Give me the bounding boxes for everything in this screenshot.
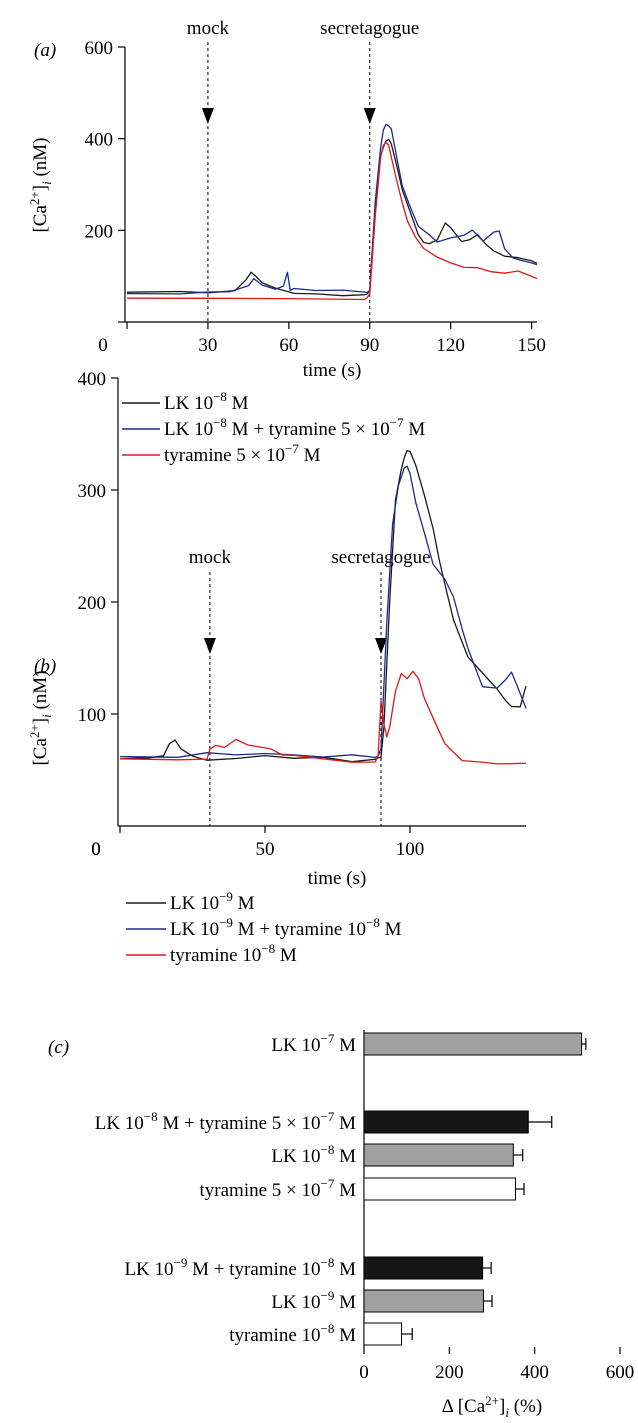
y-tick-label: 100 (78, 705, 107, 726)
event-label: secretagogue (331, 547, 430, 568)
panel-c-x-label: Δ [Ca2+]i (%) (442, 1393, 542, 1420)
panel-a-y-label: [Ca2+]i (nM) (27, 137, 54, 232)
panel-label-c: (c) (48, 1037, 69, 1058)
bar-5 (363, 1289, 484, 1313)
trace-a-1 (126, 123, 538, 295)
event-arrow (203, 638, 216, 654)
event-arrow (363, 108, 376, 124)
trace-b-1 (119, 465, 527, 759)
y-tick-label: 600 (85, 38, 114, 59)
y-tick-label: 300 (78, 481, 107, 502)
bar-2 (363, 1143, 514, 1167)
panel-b-y-label: [Ca2+]i (nM) (27, 670, 54, 765)
x-tick-label: 200 (435, 1362, 464, 1383)
trace-b-0 (119, 449, 527, 763)
x-tick-label: 120 (436, 335, 465, 356)
panel-c: (c) Δ [Ca2+]i (%) 0 200 400 600 LK 10−7 MLK… (48, 1030, 634, 1420)
panel-b-legend: LK 10−9 MLK 10−9 M + tyramine 10−8 Mtyra… (126, 889, 402, 966)
x-tick-label: 90 (360, 335, 379, 356)
panel-c-bars: LK 10−7 M LK 10−8 M + tyramine 5 × 10−7 M… (95, 1031, 587, 1346)
panel-b: (b) [Ca2+]i (nM) time (s) 100 200 300 400 0 5… (27, 369, 527, 966)
legend-label: LK 10−9 M (170, 889, 255, 914)
x-tick-label: 0 (91, 839, 101, 860)
legend-label: LK 10−8 M (164, 389, 249, 414)
bar-category-label: LK 10−8 M (271, 1142, 356, 1167)
x-tick-label: 0 (98, 335, 108, 356)
x-tick-label: 100 (396, 839, 425, 860)
bar-4 (363, 1256, 484, 1280)
y-tick-label: 400 (78, 369, 107, 390)
bar-3 (363, 1177, 516, 1201)
legend-label: tyramine 10−8 M (170, 941, 297, 966)
panel-label-b: (b) (34, 656, 56, 677)
event-label: mock (187, 18, 230, 39)
bar-category-label: LK 10−9 M (271, 1288, 356, 1313)
origin-label: 0 (91, 839, 101, 860)
x-tick-label: 0 (359, 1362, 369, 1383)
panel-a-plot (126, 123, 538, 301)
trace-a-0 (126, 138, 538, 297)
panel-a: (a) [Ca2+]i (nM) time (s) 200 400 600 0 30 60… (27, 18, 546, 466)
bar-1 (363, 1110, 529, 1134)
x-tick-label: 150 (517, 335, 546, 356)
x-tick-label: 60 (279, 335, 298, 356)
y-tick-label: 400 (85, 130, 114, 151)
panel-a-legend: LK 10−8 MLK 10−8 M + tyramine 5 × 10−7 M… (122, 389, 425, 466)
event-arrow (201, 108, 214, 124)
x-tick-label: 30 (198, 335, 217, 356)
y-tick-label: 200 (78, 593, 107, 614)
legend-label: LK 10−9 M + tyramine 10−8 M (170, 915, 402, 940)
panel-b-x-label: time (s) (308, 868, 367, 889)
panel-a-x-label: time (s) (303, 360, 362, 381)
bar-category-label: tyramine 10−8 M (229, 1321, 356, 1346)
panel-label-a: (a) (34, 40, 56, 61)
x-tick-label: 50 (256, 839, 275, 860)
event-arrow (375, 638, 387, 654)
panel-b-plot (119, 449, 527, 765)
event-label: mock (189, 547, 232, 568)
legend-label: tyramine 5 × 10−7 M (164, 441, 321, 466)
event-label: secretagogue (320, 18, 419, 39)
trace-b-2 (119, 670, 527, 765)
trace-a-2 (126, 141, 538, 301)
bar-0 (363, 1032, 583, 1056)
y-tick-label: 200 (85, 221, 114, 242)
x-tick-label: 400 (520, 1362, 549, 1383)
bar-category-label: LK 10−8 M + tyramine 5 × 10−7 M (95, 1109, 356, 1134)
panel-a-axes: 200 400 600 0 30 60 90 120 150 mock secretagogue (85, 18, 546, 356)
x-tick-label: 600 (606, 1362, 635, 1383)
bar-category-label: tyramine 5 × 10−7 M (200, 1176, 357, 1201)
bar-category-label: LK 10−9 M + tyramine 10−8 M (124, 1255, 356, 1280)
legend-label: LK 10−8 M + tyramine 5 × 10−7 M (164, 415, 425, 440)
bar-category-label: LK 10−7 M (271, 1031, 356, 1056)
bar-6 (363, 1322, 403, 1346)
